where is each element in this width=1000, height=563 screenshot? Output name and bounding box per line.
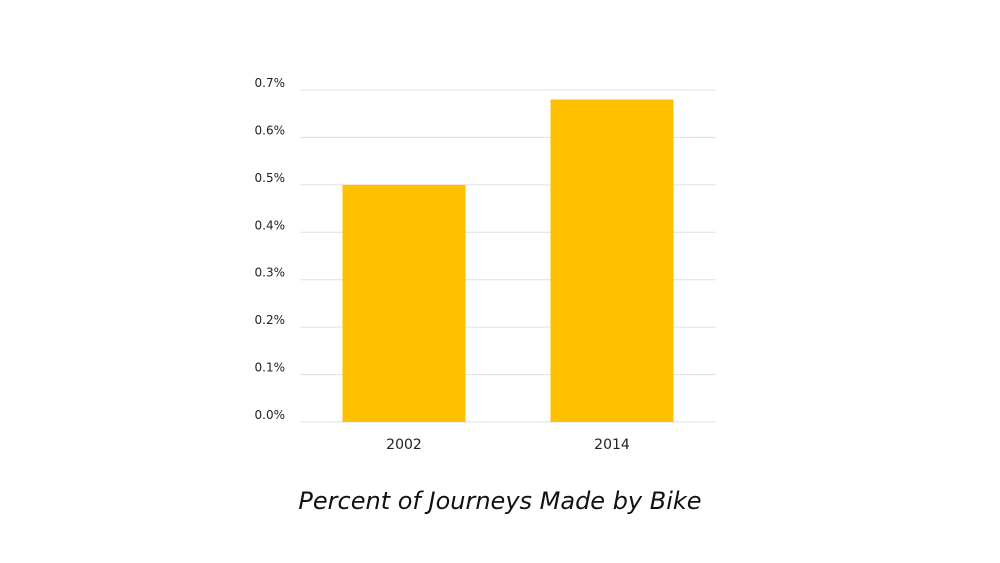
x-category-label: 2002 bbox=[386, 437, 422, 453]
y-tick-label: 0.4% bbox=[255, 218, 286, 232]
bar-2002 bbox=[342, 184, 466, 422]
chart-title: Percent of Journeys Made by Bike bbox=[298, 487, 702, 515]
x-category-label: 2014 bbox=[594, 437, 630, 453]
bar-2014 bbox=[550, 99, 674, 422]
y-tick-label: 0.1% bbox=[255, 361, 286, 375]
y-tick-label: 0.2% bbox=[255, 313, 286, 327]
y-tick-label: 0.5% bbox=[255, 171, 286, 185]
y-tick-label: 0.3% bbox=[255, 266, 286, 280]
y-tick-label: 0.0% bbox=[255, 408, 286, 422]
y-axis-tick-labels: 0.0% 0.1% 0.2% 0.3% 0.4% 0.5% 0.6% 0.7% bbox=[255, 76, 286, 422]
y-tick-label: 0.6% bbox=[255, 123, 286, 137]
x-axis-category-labels: 2002 2014 bbox=[386, 437, 630, 453]
y-tick-label: 0.7% bbox=[255, 76, 286, 90]
bars bbox=[342, 99, 674, 422]
